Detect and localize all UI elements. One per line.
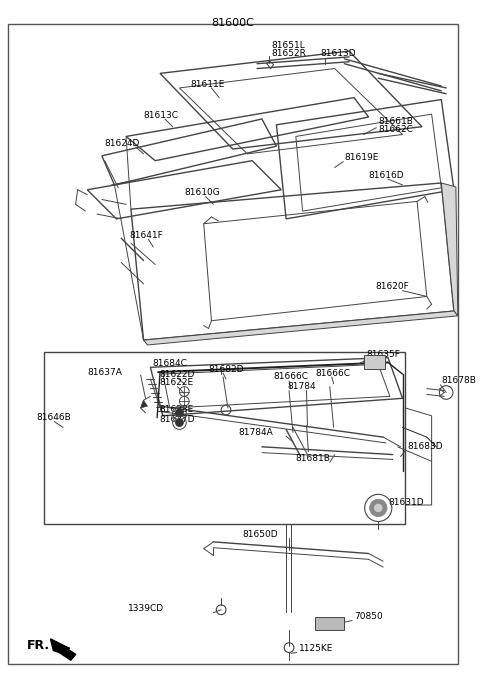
Text: 81600C: 81600C [211, 18, 254, 28]
Text: FR.: FR. [27, 639, 50, 652]
Text: 81651L: 81651L [272, 41, 305, 50]
FancyBboxPatch shape [315, 616, 344, 630]
Text: 81622D: 81622D [159, 369, 194, 378]
Text: 81652R: 81652R [272, 49, 306, 58]
Text: 81627D: 81627D [159, 415, 194, 424]
Text: 81613C: 81613C [144, 111, 179, 120]
Text: 70850: 70850 [354, 612, 383, 621]
Text: 81666C: 81666C [274, 372, 309, 381]
Text: 81635F: 81635F [367, 350, 400, 359]
Text: 81624D: 81624D [105, 139, 140, 148]
Text: 81682D: 81682D [208, 365, 244, 374]
Text: 81628E: 81628E [159, 405, 193, 414]
Text: 81620F: 81620F [375, 282, 409, 291]
Text: 81616D: 81616D [369, 171, 404, 180]
Text: 81784A: 81784A [239, 428, 273, 437]
Text: 81683D: 81683D [408, 442, 443, 451]
Text: 81662C: 81662C [378, 125, 413, 134]
Text: 1125KE: 1125KE [299, 644, 333, 653]
Polygon shape [141, 400, 147, 408]
Bar [364, 355, 385, 369]
Text: 81684C: 81684C [152, 359, 187, 368]
Circle shape [176, 419, 183, 427]
Text: 81610G: 81610G [184, 189, 220, 197]
Text: 81622E: 81622E [159, 378, 193, 387]
Text: 81661B: 81661B [378, 118, 413, 127]
Text: 81784: 81784 [287, 382, 316, 391]
Text: 81641F: 81641F [129, 231, 163, 240]
Text: 81650D: 81650D [242, 530, 278, 539]
Text: 81666C: 81666C [315, 369, 350, 378]
Polygon shape [50, 639, 76, 660]
Text: 81611E: 81611E [190, 80, 225, 89]
Text: 81681B: 81681B [296, 454, 331, 463]
Text: 81637A: 81637A [87, 367, 122, 376]
Circle shape [374, 504, 382, 512]
Polygon shape [441, 183, 458, 316]
Text: 81613D: 81613D [320, 50, 356, 58]
Text: 81678B: 81678B [441, 376, 476, 385]
Text: 1339CD: 1339CD [128, 604, 164, 613]
Text: 81631D: 81631D [388, 497, 424, 506]
Text: 81619E: 81619E [344, 153, 379, 162]
Circle shape [176, 409, 183, 417]
Text: 81646B: 81646B [37, 413, 72, 422]
Bar [44, 352, 406, 524]
Circle shape [370, 499, 387, 517]
Polygon shape [144, 311, 458, 345]
